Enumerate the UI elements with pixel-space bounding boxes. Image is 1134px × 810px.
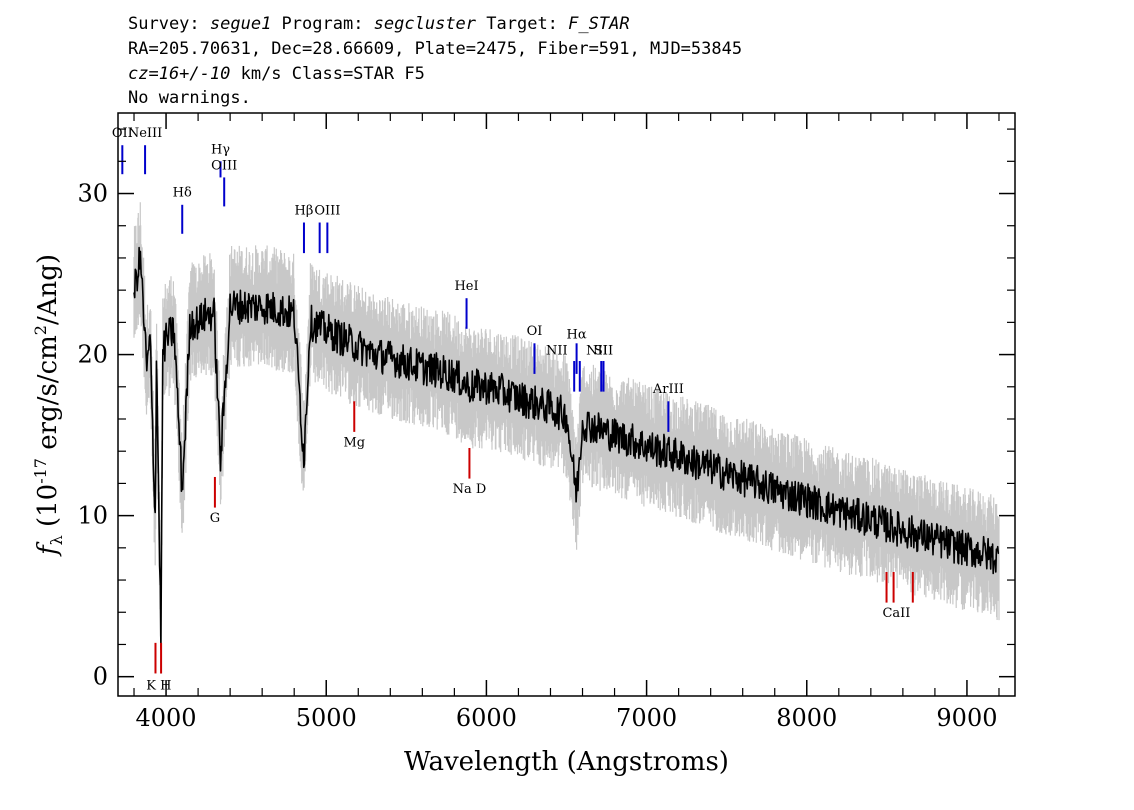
x-tick-label: 7000 (616, 704, 677, 732)
axis-tick-labels: 4000 5000 6000 7000 8000 9000 0 10 20 30 (77, 180, 997, 732)
emission-line-label-3: Hδ (173, 186, 192, 201)
axis-ticks (118, 113, 1015, 696)
y-axis-label-open: (10 (33, 484, 63, 536)
y-axis-label: fλ (10-17 erg/s/cm2/Ang) (31, 254, 66, 557)
y-axis-label-mid: erg/s/cm (33, 335, 63, 458)
warnings-text: No warnings. (128, 88, 251, 108)
spectrum-series (133, 246, 1000, 651)
survey-value: segue1 (210, 14, 271, 34)
emission-line-label-0: OII (112, 126, 133, 141)
spectral-line-markers (121, 145, 914, 674)
x-tick-label: 9000 (936, 704, 997, 732)
absorption-line-label-1: G (210, 511, 220, 526)
survey-label: Survey: (128, 14, 210, 34)
emission-line-label-2: Hγ (211, 142, 230, 157)
absorption-line-label-0: K H (146, 679, 171, 694)
x-tick-label: 5000 (296, 704, 357, 732)
x-tick-label: 8000 (776, 704, 837, 732)
emission-line-label-6: OIII (314, 203, 340, 218)
y-axis-label-sub: λ (47, 535, 66, 545)
y-tick-label: 20 (77, 341, 108, 369)
absorption-line-label-3: Na D (453, 482, 487, 497)
emission-line-label-4: OIII (211, 158, 237, 173)
emission-line-label-13: ArIII (652, 382, 684, 397)
x-axis-label: Wavelength (Angstroms) (404, 747, 729, 777)
emission-line-label-10: Hα (567, 327, 587, 342)
emission-line-label-5: Hβ (295, 203, 314, 218)
y-tick-label: 30 (77, 180, 108, 208)
emission-line-label-11: NII (586, 344, 608, 359)
y-tick-label: 10 (77, 502, 108, 530)
y-tick-label: 0 (93, 663, 108, 691)
target-value: F_STAR (568, 14, 629, 34)
program-value: segcluster (374, 14, 477, 34)
y-axis-label-close: /Ang) (33, 254, 63, 325)
emission-line-label-7: HeI (454, 279, 478, 294)
y-axis-label-exp2: 2 (31, 325, 50, 335)
emission-line-label-12: SII (594, 344, 613, 359)
emission-line-label-9: NII (546, 344, 568, 359)
absorption-line-label-2: Mg (343, 435, 365, 450)
x-tick-label: 4000 (136, 704, 197, 732)
target-label: Target: (476, 14, 568, 34)
absorption-line-label-4: CaII (882, 606, 910, 621)
header-line-2: RA=205.70631, Dec=28.66609, Plate=2475, … (128, 39, 742, 59)
x-tick-label: 6000 (456, 704, 517, 732)
error-band-path (133, 202, 1000, 674)
spectrum-line-path (133, 246, 1000, 651)
emission-line-label-8: OI (527, 324, 543, 339)
header-block: Survey: segue1 Program: segcluster Targe… (128, 14, 742, 108)
y-axis-label-exp: -17 (31, 458, 50, 484)
class-text: km/s Class=STAR F5 (230, 64, 424, 84)
program-label: Program: (271, 14, 373, 34)
error-band (133, 202, 1000, 674)
redshift-value: cz=16+/-10 (128, 64, 230, 84)
header-line-3: cz=16+/-10 km/s Class=STAR F5 (128, 64, 425, 84)
emission-line-label-1: NeIII (128, 126, 162, 141)
plot-frame (117, 112, 1016, 697)
header-line-1: Survey: segue1 Program: segcluster Targe… (128, 14, 630, 34)
